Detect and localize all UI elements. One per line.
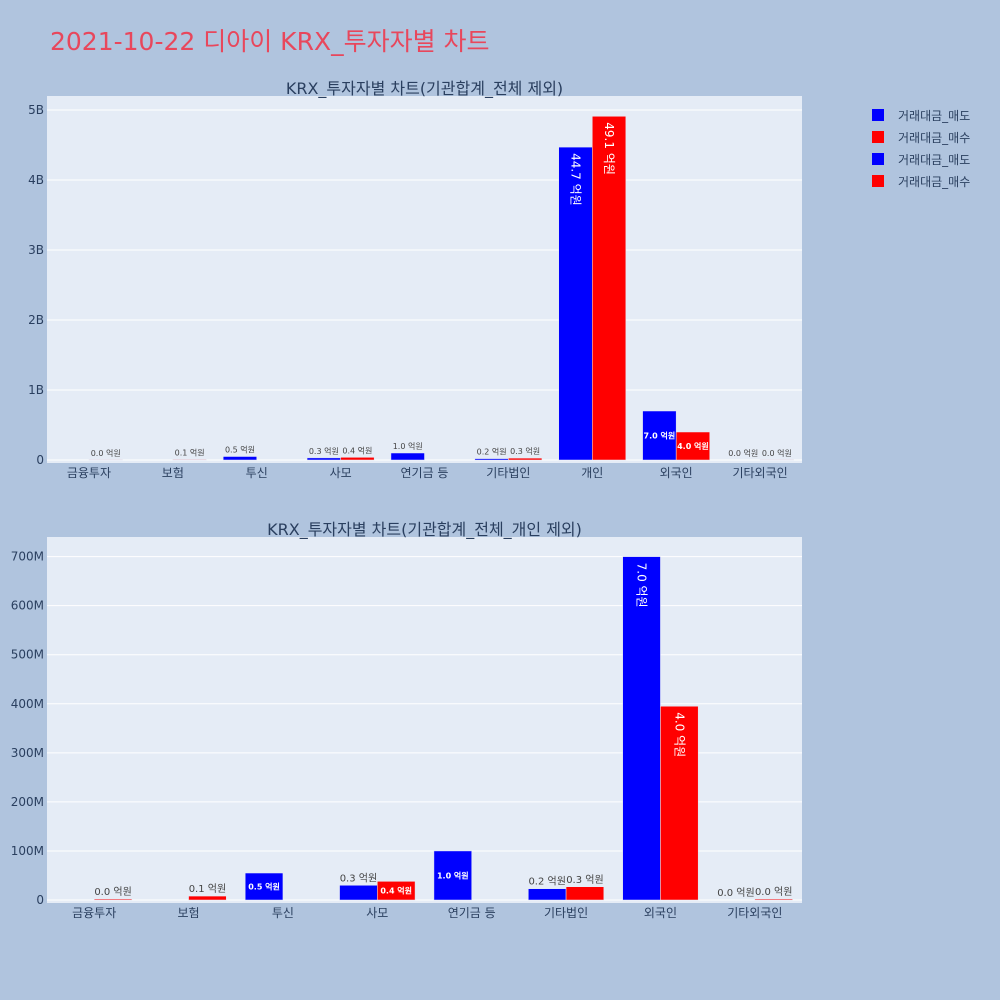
bar	[474, 458, 509, 461]
data-label: 0.3 억원	[566, 874, 603, 886]
x-tick-label: 보험	[178, 906, 200, 920]
chart-title: KRX_투자자별 차트(기관합계_전체_개인 제외)	[267, 520, 582, 540]
x-tick-label: 금융투자	[72, 906, 116, 920]
y-tick-label: 200M	[11, 795, 44, 809]
chart-title: KRX_투자자별 차트(기관합계_전체 제외)	[286, 79, 563, 99]
data-label: 7.0 억원	[644, 431, 676, 441]
x-tick-label: 기타법인	[544, 906, 588, 920]
x-tick-label: 보험	[162, 466, 184, 480]
legend-swatch	[872, 109, 884, 121]
data-label: 7.0 억원	[635, 563, 649, 608]
data-label: 0.0 억원	[717, 887, 754, 899]
legend-swatch	[872, 175, 884, 187]
data-label: 4.0 억원	[677, 441, 709, 451]
bar	[433, 850, 472, 901]
y-tick-label: 1B	[28, 383, 44, 397]
y-tick-label: 5B	[28, 103, 44, 117]
bar	[660, 705, 699, 901]
data-label: 4.0 억원	[672, 712, 686, 757]
legend-item[interactable]: 거래대금_매수	[872, 126, 970, 148]
y-tick-label: 300M	[11, 746, 44, 760]
x-tick-label: 금융투자	[67, 466, 111, 480]
bar	[508, 457, 543, 461]
x-tick-label: 기타외국인	[727, 906, 782, 920]
data-label: 0.3 억원	[510, 446, 540, 456]
data-label: 0.0 억원	[762, 448, 792, 458]
y-tick-label: 100M	[11, 844, 44, 858]
y-tick-label: 0	[36, 893, 44, 907]
data-label: 44.7 억원	[569, 153, 583, 206]
x-tick-label: 기타법인	[486, 466, 530, 480]
page-title: 2021-10-22 디아이 KRX_투자자별 차트	[50, 27, 490, 56]
x-tick-label: 개인	[581, 466, 603, 480]
legend-label: 거래대금_매도	[898, 152, 971, 167]
legend-swatch	[872, 153, 884, 165]
bar	[306, 457, 341, 461]
data-label: 0.4 억원	[342, 445, 372, 455]
data-label: 1.0 억원	[437, 870, 469, 880]
data-label: 49.1 억원	[602, 122, 616, 175]
x-tick-label: 외국인	[644, 906, 677, 920]
data-label: 0.3 억원	[309, 446, 339, 456]
x-tick-label: 투신	[246, 466, 268, 480]
y-tick-label: 700M	[11, 550, 44, 564]
legend-swatch	[872, 131, 884, 143]
bar	[565, 886, 605, 901]
data-label: 1.0 억원	[393, 441, 423, 451]
bar	[340, 457, 375, 461]
data-label: 0.2 억원	[528, 876, 565, 888]
x-tick-label: 사모	[366, 906, 388, 920]
bar	[93, 898, 133, 901]
y-tick-label: 2B	[28, 313, 44, 327]
data-label: 0.0 억원	[755, 886, 792, 898]
bar	[222, 456, 257, 461]
data-label: 0.5 억원	[225, 445, 255, 455]
bar	[675, 431, 710, 461]
bar	[188, 895, 227, 901]
legend-label: 거래대금_매도	[898, 108, 971, 123]
bar	[754, 898, 793, 901]
bar	[377, 881, 416, 901]
x-tick-label: 외국인	[660, 466, 693, 480]
legend-item[interactable]: 거래대금_매도	[872, 104, 970, 126]
bar	[339, 885, 378, 901]
x-tick-label: 사모	[330, 466, 352, 480]
bar	[244, 872, 284, 901]
data-label: 0.3 억원	[340, 872, 377, 884]
legend-item[interactable]: 거래대금_매도	[872, 148, 970, 170]
x-tick-label: 투신	[272, 906, 294, 920]
x-tick-label: 연기금 등	[401, 466, 449, 480]
y-tick-label: 3B	[28, 243, 44, 257]
legend: 거래대금_매도 거래대금_매수 거래대금_매도 거래대금_매수	[872, 104, 970, 192]
data-label: 0.5 억원	[248, 882, 280, 892]
plot-area	[47, 96, 802, 463]
y-tick-label: 4B	[28, 173, 44, 187]
x-tick-label: 기타외국인	[732, 466, 787, 480]
y-tick-label: 600M	[11, 599, 44, 613]
data-label: 0.2 억원	[477, 447, 507, 457]
x-tick-label: 연기금 등	[448, 906, 496, 920]
data-label: 0.4 억원	[380, 886, 412, 896]
data-label: 0.0 억원	[728, 448, 758, 458]
bar	[172, 459, 207, 461]
bar	[528, 888, 567, 901]
bar	[642, 410, 677, 461]
data-label: 0.1 억원	[189, 883, 226, 895]
data-label: 0.0 억원	[91, 448, 121, 458]
y-tick-label: 0	[36, 453, 44, 467]
y-tick-label: 500M	[11, 648, 44, 662]
y-tick-label: 400M	[11, 697, 44, 711]
bar	[592, 116, 627, 461]
legend-label: 거래대금_매수	[898, 174, 971, 189]
bar	[390, 452, 425, 461]
bar	[622, 556, 661, 901]
data-label: 0.1 억원	[175, 447, 205, 457]
legend-label: 거래대금_매수	[898, 130, 971, 145]
data-label: 0.0 억원	[94, 886, 131, 898]
legend-item[interactable]: 거래대금_매수	[872, 170, 970, 192]
